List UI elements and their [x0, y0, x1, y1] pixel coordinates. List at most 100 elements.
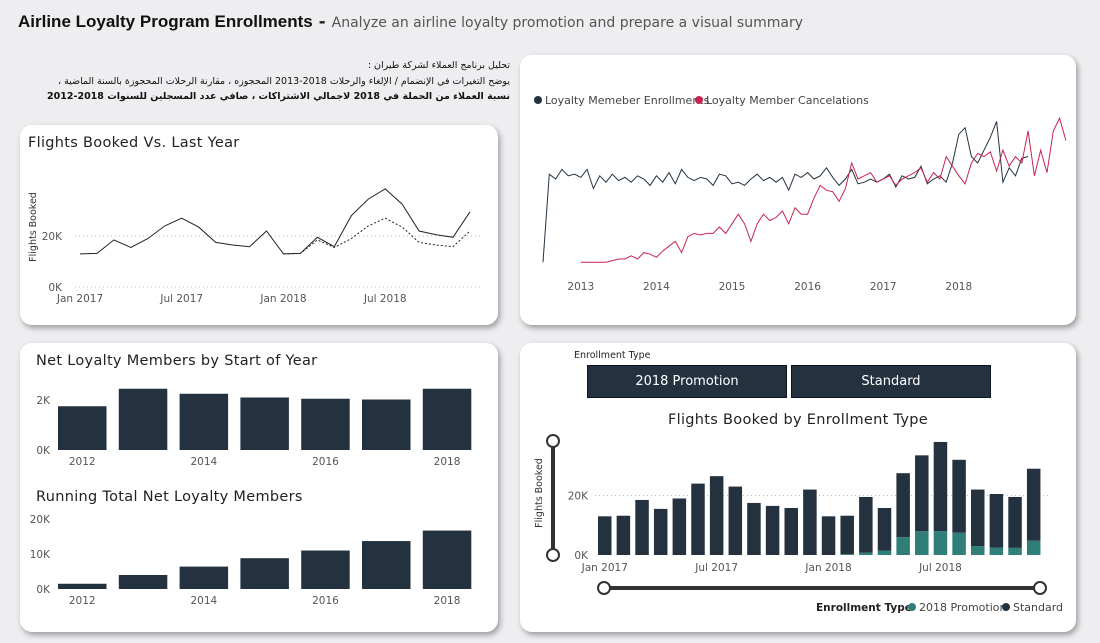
x-tick-label: 2015 [719, 281, 746, 293]
legend-cancelations-marker [695, 96, 703, 104]
running-total-title: Running Total Net Loyalty Members [36, 489, 303, 505]
running-total-bar [240, 558, 289, 589]
standard-bar-segment [765, 505, 780, 555]
standard-bar-segment [952, 459, 966, 533]
standard-bar-segment [859, 496, 873, 553]
y-tick-label: 0K [48, 282, 63, 294]
slicer-option-2018-promotion[interactable]: 2018 Promotion [587, 365, 787, 398]
standard-bar-segment [598, 516, 612, 555]
description-line-1: تحليل برنامج العملاء لشركة طيران : [367, 60, 510, 71]
y-tick-label: 0K [574, 550, 589, 562]
running-total-x-tick: 2016 [312, 595, 339, 607]
legend-cancelations-label: Loyalty Member Cancelations [706, 94, 869, 107]
running-total-bar [179, 566, 229, 589]
promotion-bar-segment [933, 531, 948, 555]
current-year-line [79, 188, 471, 255]
standard-bar-segment [915, 455, 929, 532]
running-total-x-tick: 2012 [69, 595, 96, 607]
net-members-x-tick: 2016 [312, 456, 339, 468]
description-text: تحليل برنامج العملاء لشركة طيران : يوضح … [20, 58, 510, 105]
standard-bar-segment [616, 515, 631, 555]
promotion-bar-segment [989, 547, 1004, 555]
x-tick-label: 2018 [945, 281, 972, 293]
running-total-x-tick: 2018 [434, 595, 461, 607]
net-members-bar [179, 393, 229, 450]
running-total-bar [301, 550, 350, 589]
net-members-y-tick: 0K [36, 445, 51, 457]
x-tick-label: 2014 [643, 281, 670, 293]
net-members-x-tick: 2018 [434, 456, 461, 468]
net-members-bar [422, 388, 472, 450]
net-members-card[interactable]: Net Loyalty Members by Start of Year Run… [20, 343, 498, 632]
promotion-bar-segment [1008, 547, 1022, 555]
running-total-y-tick: 0K [36, 584, 51, 596]
enrollment-type-slicer-label: Enrollment Type [574, 350, 651, 361]
promotion-bar-segment [859, 552, 873, 555]
x-tick-label: Jan 2018 [804, 562, 851, 574]
x-tick-label: Jan 2017 [56, 293, 103, 305]
standard-bar-segment [691, 483, 705, 555]
standard-bar-segment [971, 489, 985, 547]
standard-bar-segment [747, 502, 761, 555]
promotion-bar-segment [952, 532, 966, 555]
promotion-bar-segment [1026, 540, 1041, 555]
standard-bar-segment [784, 507, 798, 555]
running-total-y-tick: 20K [30, 514, 51, 526]
enrollments-line [542, 121, 1029, 263]
x-tick-label: 2017 [870, 281, 897, 293]
standard-bar-segment [1026, 468, 1041, 541]
slicer-option-standard[interactable]: Standard [791, 365, 991, 398]
promotion-bar-segment [971, 546, 985, 555]
horizontal-zoom-handle-left[interactable] [597, 581, 611, 595]
page-title: Airline Loyalty Program Enrollments [18, 12, 313, 31]
standard-bar-segment [933, 441, 948, 532]
standard-bar-segment [1008, 496, 1022, 548]
running-total-bar [422, 530, 472, 589]
x-tick-label: 2016 [794, 281, 821, 293]
x-tick-label: Jul 2018 [918, 562, 962, 574]
legend-enrollments-label: Loyalty Memeber Enrollments [545, 94, 710, 107]
net-members-bar [118, 388, 168, 450]
standard-bar-segment [896, 473, 910, 538]
standard-bar-segment [803, 489, 817, 555]
flights-by-enrollment-chart[interactable]: 20K 0K Flights Booked Jan 2017 Jul 2017 Jan 2… [520, 343, 1076, 632]
legend-title: Enrollment Type [816, 602, 912, 614]
standard-bar-segment [709, 476, 724, 555]
y-tick-label: 20K [568, 491, 589, 503]
enrollments-cancelations-card[interactable]: Loyalty Memeber Enrollments Loyalty Membe… [520, 55, 1076, 325]
net-members-bar [58, 406, 107, 450]
cancelations-line [580, 116, 1067, 263]
net-members-bar [362, 399, 411, 450]
legend-enrollments-marker [534, 96, 542, 104]
standard-bar-segment [653, 508, 668, 555]
standard-bar-segment [840, 515, 854, 555]
description-line-3: نسبة العملاء من الحملة في 2018 لاجمالي ا… [47, 91, 510, 102]
vertical-zoom-handle-bottom[interactable] [546, 548, 560, 562]
net-members-bar [240, 397, 289, 450]
running-total-bar [118, 575, 168, 589]
standard-bar-segment [635, 499, 649, 555]
net-members-y-tick: 2K [36, 395, 51, 407]
flights-by-enrollment-card[interactable]: Enrollment Type 2018 Promotion Standard … [520, 343, 1076, 632]
x-tick-label: Jul 2017 [159, 293, 203, 305]
page-subtitle: Analyze an airline loyalty promotion and… [331, 15, 803, 31]
net-members-x-tick: 2014 [190, 456, 217, 468]
y-axis-title: Flights Booked [28, 192, 39, 262]
page-header: Airline Loyalty Program Enrollments - An… [18, 12, 803, 32]
legend-promotion-label: 2018 Promotion [919, 601, 1006, 614]
x-tick-label: Jan 2017 [581, 562, 628, 574]
x-tick-label: Jul 2017 [694, 562, 738, 574]
vertical-zoom-handle-top[interactable] [546, 434, 560, 448]
promotion-bar-segment [896, 537, 910, 555]
description-line-2: يوضح التغيرات في الإنضمام / الإلغاء والر… [57, 75, 510, 87]
promotion-bar-segment [840, 554, 854, 555]
net-members-charts[interactable]: 2K 0K 2012 2014 2016 2018 20K 10K 0K 2012 2014 2016… [20, 343, 498, 632]
legend-standard-marker [1002, 603, 1010, 611]
flights-vs-last-year-card[interactable]: Flights Booked Vs. Last Year 20K 0K Jan 20… [20, 125, 498, 325]
running-total-x-tick: 2014 [190, 595, 217, 607]
horizontal-zoom-handle-right[interactable] [1033, 581, 1047, 595]
running-total-bar [58, 583, 107, 589]
running-total-y-tick: 10K [30, 549, 51, 561]
